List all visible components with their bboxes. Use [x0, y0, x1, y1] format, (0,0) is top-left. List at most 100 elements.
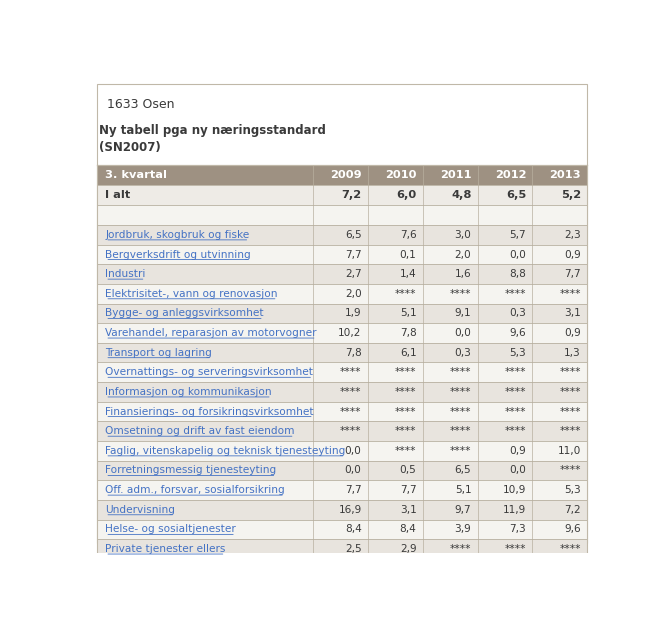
- Text: 0,9: 0,9: [564, 250, 581, 260]
- Text: Bygge- og anleggsvirksomhet: Bygge- og anleggsvirksomhet: [105, 309, 264, 319]
- Text: 1633 Osen: 1633 Osen: [107, 97, 174, 111]
- Text: 8,4: 8,4: [399, 524, 416, 535]
- Text: 0,0: 0,0: [345, 466, 361, 476]
- Bar: [98, 461, 587, 480]
- Text: 8,4: 8,4: [345, 524, 361, 535]
- Text: ****: ****: [560, 544, 581, 554]
- Bar: [98, 500, 587, 520]
- Text: 5,7: 5,7: [510, 230, 526, 240]
- Text: 6,5: 6,5: [506, 190, 526, 200]
- Text: 2010: 2010: [385, 170, 416, 180]
- Bar: [98, 284, 587, 304]
- Text: ****: ****: [450, 387, 472, 397]
- Text: 2,5: 2,5: [345, 544, 361, 554]
- Text: ****: ****: [450, 426, 472, 436]
- Text: 0,5: 0,5: [399, 466, 416, 476]
- Bar: [98, 304, 587, 323]
- Bar: [98, 343, 587, 363]
- Text: ****: ****: [560, 387, 581, 397]
- Text: 0,0: 0,0: [345, 446, 361, 456]
- Text: Helse- og sosialtjenester: Helse- og sosialtjenester: [105, 524, 236, 535]
- Text: Ny tabell pga ny næringsstandard
(SN2007): Ny tabell pga ny næringsstandard (SN2007…: [99, 124, 326, 154]
- Text: ****: ****: [505, 407, 526, 417]
- Text: 2012: 2012: [495, 170, 526, 180]
- Text: 0,0: 0,0: [454, 328, 472, 338]
- Text: 9,7: 9,7: [455, 505, 472, 515]
- Text: 3,0: 3,0: [454, 230, 472, 240]
- Text: ****: ****: [395, 289, 416, 299]
- Text: 11,9: 11,9: [503, 505, 526, 515]
- Text: ****: ****: [560, 407, 581, 417]
- Text: 2009: 2009: [330, 170, 361, 180]
- Text: 16,9: 16,9: [339, 505, 361, 515]
- Bar: [98, 165, 587, 185]
- Text: 3,1: 3,1: [399, 505, 416, 515]
- Text: Jordbruk, skogbruk og fiske: Jordbruk, skogbruk og fiske: [105, 230, 249, 240]
- Text: 3. kvartal: 3. kvartal: [105, 170, 167, 180]
- Text: 5,1: 5,1: [400, 309, 416, 319]
- Text: 6,0: 6,0: [396, 190, 416, 200]
- Text: 3,1: 3,1: [564, 309, 581, 319]
- Text: 2,0: 2,0: [345, 289, 361, 299]
- Text: 8,8: 8,8: [509, 269, 526, 279]
- Bar: [98, 520, 587, 539]
- Text: 7,8: 7,8: [345, 348, 361, 358]
- Text: 0,0: 0,0: [509, 466, 526, 476]
- Text: ****: ****: [395, 426, 416, 436]
- Text: 6,1: 6,1: [400, 348, 416, 358]
- Text: Bergverksdrift og utvinning: Bergverksdrift og utvinning: [105, 250, 251, 260]
- Text: 7,3: 7,3: [510, 524, 526, 535]
- Text: 0,9: 0,9: [564, 328, 581, 338]
- Text: 7,7: 7,7: [345, 250, 361, 260]
- Bar: [98, 363, 587, 382]
- Text: 7,6: 7,6: [400, 230, 416, 240]
- Text: 1,3: 1,3: [564, 348, 581, 358]
- Text: 0,3: 0,3: [509, 309, 526, 319]
- Bar: [98, 265, 587, 284]
- Text: ****: ****: [450, 407, 472, 417]
- Bar: [98, 480, 587, 500]
- Text: Varehandel, reparasjon av motorvogner: Varehandel, reparasjon av motorvogner: [105, 328, 317, 338]
- Text: 7,7: 7,7: [400, 485, 416, 495]
- Text: Transport og lagring: Transport og lagring: [105, 348, 212, 358]
- Text: 1,9: 1,9: [345, 309, 361, 319]
- Text: Faglig, vitenskapelig og teknisk tjenesteyting: Faglig, vitenskapelig og teknisk tjenest…: [105, 446, 345, 456]
- Bar: [98, 382, 587, 402]
- Bar: [98, 441, 587, 461]
- Text: 10,9: 10,9: [503, 485, 526, 495]
- Text: Off. adm., forsvar, sosialforsikring: Off. adm., forsvar, sosialforsikring: [105, 485, 285, 495]
- Text: ****: ****: [340, 426, 361, 436]
- Text: Forretningsmessig tjenesteyting: Forretningsmessig tjenesteyting: [105, 466, 277, 476]
- Text: ****: ****: [395, 407, 416, 417]
- Text: 7,7: 7,7: [564, 269, 581, 279]
- Text: 6,5: 6,5: [455, 466, 472, 476]
- Text: 4,8: 4,8: [451, 190, 472, 200]
- Bar: [98, 185, 587, 206]
- Text: ****: ****: [505, 426, 526, 436]
- Text: Overnattings- og serveringsvirksomhet: Overnattings- og serveringsvirksomhet: [105, 367, 313, 378]
- Text: Elektrisitet-, vann og renovasjon: Elektrisitet-, vann og renovasjon: [105, 289, 278, 299]
- Text: 5,3: 5,3: [510, 348, 526, 358]
- Text: 2013: 2013: [549, 170, 581, 180]
- Bar: [98, 206, 587, 225]
- Bar: [98, 245, 587, 265]
- Text: 2,3: 2,3: [564, 230, 581, 240]
- Text: Industri: Industri: [105, 269, 146, 279]
- Text: 5,3: 5,3: [564, 485, 581, 495]
- Text: 10,2: 10,2: [338, 328, 361, 338]
- Text: 0,0: 0,0: [509, 250, 526, 260]
- Text: ****: ****: [505, 289, 526, 299]
- Bar: [98, 225, 587, 245]
- Text: ****: ****: [450, 289, 472, 299]
- Text: ****: ****: [395, 387, 416, 397]
- Text: 11,0: 11,0: [558, 446, 581, 456]
- Text: ****: ****: [505, 544, 526, 554]
- Text: I alt: I alt: [105, 190, 130, 200]
- Text: ****: ****: [450, 446, 472, 456]
- Text: ****: ****: [560, 289, 581, 299]
- Text: 0,1: 0,1: [399, 250, 416, 260]
- Text: 7,2: 7,2: [341, 190, 361, 200]
- Text: Informasjon og kommunikasjon: Informasjon og kommunikasjon: [105, 387, 272, 397]
- Text: Private tjenester ellers: Private tjenester ellers: [105, 544, 226, 554]
- Text: 5,1: 5,1: [455, 485, 472, 495]
